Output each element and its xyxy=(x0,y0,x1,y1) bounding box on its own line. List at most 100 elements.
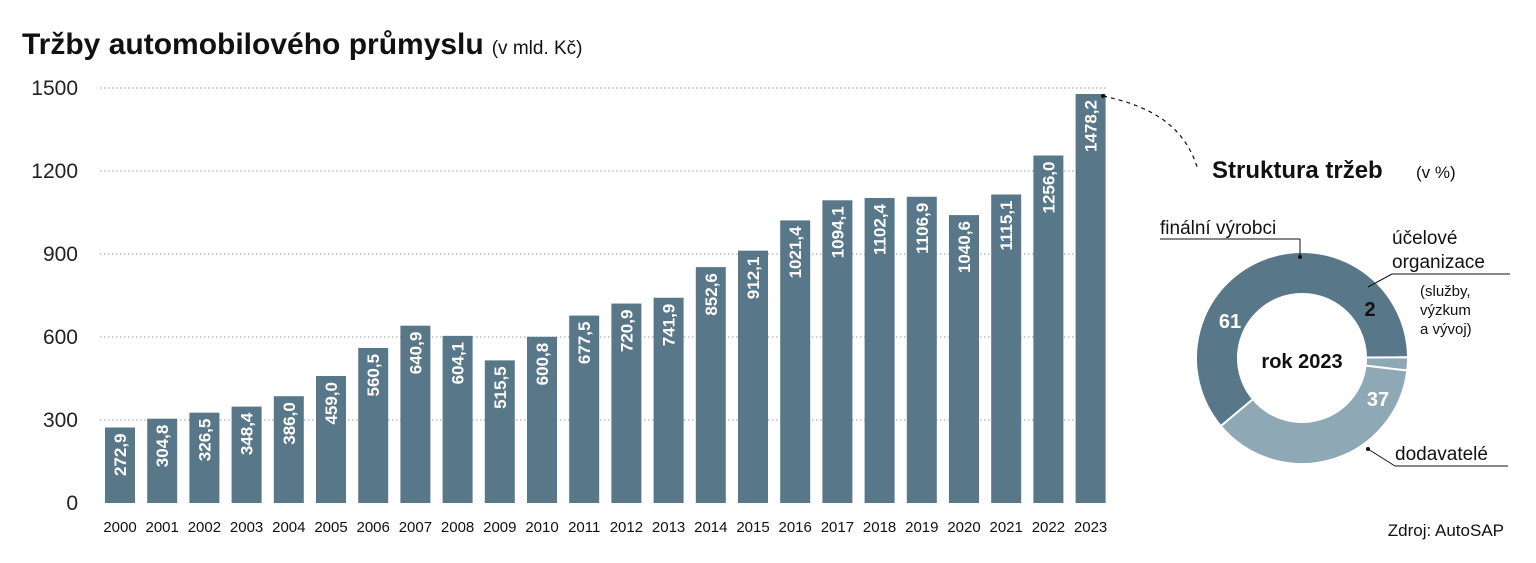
bar-value-label: 304,8 xyxy=(153,425,172,468)
slice-note-1: (služby, xyxy=(1420,283,1471,300)
y-tick-label: 1500 xyxy=(31,77,78,100)
leader-dot-finalni xyxy=(1298,255,1302,259)
x-tick-label: 2007 xyxy=(399,519,432,536)
x-tick-label: 2001 xyxy=(146,519,179,536)
bar-2005 xyxy=(316,376,346,503)
bar-value-label: 741,9 xyxy=(660,304,679,347)
slice-value-61: 61 xyxy=(1219,311,1241,333)
x-tick-label: 2017 xyxy=(821,519,854,536)
x-tick-label: 2003 xyxy=(230,519,263,536)
x-tick-label: 2013 xyxy=(652,519,685,536)
x-tick-label: 2023 xyxy=(1074,519,1107,536)
bar-2007 xyxy=(400,325,431,503)
bar-2006 xyxy=(358,347,389,503)
x-tick-label: 2000 xyxy=(103,519,136,536)
y-axis-ticks: 0 300 600 900 1200 1500 xyxy=(31,77,78,515)
x-tick-label: 2004 xyxy=(272,519,305,536)
leader-line xyxy=(1102,95,1199,171)
bar-2009 xyxy=(484,360,515,503)
x-tick-label: 2008 xyxy=(441,519,474,536)
bar-value-label: 640,9 xyxy=(406,332,425,375)
chart-title: Tržby automobilového průmyslu xyxy=(22,28,484,61)
bar-2019 xyxy=(906,196,937,503)
bar-2023 xyxy=(1075,94,1106,503)
bar-2001 xyxy=(147,418,178,503)
bar-value-label: 1102,4 xyxy=(871,203,890,255)
bar-2016 xyxy=(780,220,811,504)
x-tick-label: 2012 xyxy=(610,519,643,536)
bar-value-label: 1040,6 xyxy=(955,221,974,273)
slice-value-37: 37 xyxy=(1367,389,1389,411)
bar-2020 xyxy=(949,215,979,504)
x-tick-label: 2021 xyxy=(990,519,1023,536)
slice-label-ucelove-2: organizace xyxy=(1392,252,1485,273)
y-tick-label: 300 xyxy=(43,409,78,432)
donut-center-label: rok 2023 xyxy=(1261,351,1342,373)
x-tick-label: 2002 xyxy=(188,519,221,536)
slice-note-3: a vývoj) xyxy=(1420,321,1472,338)
leader-dot-dodavatele xyxy=(1366,447,1370,451)
bar-value-label: 604,1 xyxy=(449,342,468,385)
bar-2013 xyxy=(653,297,684,503)
x-axis-ticks: 2000 2001 2002 2003 2004 2005 2006 2007 2008 2009… xyxy=(103,519,1107,536)
leader-ucelove xyxy=(1367,273,1393,288)
pie-title-unit: (v %) xyxy=(1416,163,1456,182)
bar-value-label: 677,5 xyxy=(575,322,594,365)
bar-2017 xyxy=(822,200,853,503)
bar-value-label: 1115,1 xyxy=(997,200,1016,250)
chart-title-unit: (v mld. Kč) xyxy=(492,38,583,59)
x-tick-label: 2011 xyxy=(568,519,600,536)
bar-value-label: 1256,0 xyxy=(1039,162,1058,214)
bar-value-label: 272,9 xyxy=(111,433,130,476)
bar-value-label: 600,8 xyxy=(533,343,552,386)
x-tick-label: 2022 xyxy=(1032,519,1065,536)
bar-value-label: 1021,4 xyxy=(786,226,805,279)
bar-value-label: 720,9 xyxy=(617,310,636,353)
bar-2015 xyxy=(738,250,768,503)
bar-value-label: 1478,2 xyxy=(1082,100,1101,152)
x-tick-label: 2019 xyxy=(905,519,938,536)
bar-2022 xyxy=(1033,155,1064,504)
bar-2021 xyxy=(991,194,1022,503)
leader-dot xyxy=(1101,94,1105,98)
x-tick-label: 2014 xyxy=(694,519,727,536)
slice-label-ucelove-1: účelové xyxy=(1392,228,1458,249)
bar-2012 xyxy=(611,303,642,503)
x-tick-label: 2018 xyxy=(863,519,896,536)
x-tick-label: 2020 xyxy=(947,519,980,536)
bar-2010 xyxy=(527,336,557,503)
bar-2008 xyxy=(442,335,473,503)
bar-value-label: 912,1 xyxy=(744,257,763,300)
x-tick-label: 2009 xyxy=(483,519,516,536)
y-tick-label: 0 xyxy=(66,492,78,515)
slice-label-dodavatele: dodavatelé xyxy=(1395,444,1488,465)
bar-2011 xyxy=(569,315,600,503)
source-note: Zdroj: AutoSAP xyxy=(1388,521,1504,540)
donut xyxy=(1195,251,1410,465)
bar-value-label: 852,6 xyxy=(702,273,721,316)
x-tick-label: 2005 xyxy=(314,519,347,536)
bar-2003 xyxy=(231,406,262,503)
bar-value-label: 386,0 xyxy=(280,402,299,445)
pie-title: Struktura tržeb xyxy=(1212,157,1383,184)
y-tick-label: 600 xyxy=(43,326,78,349)
bars: 272,9 304,8 326,5 348,4 386,0 459,0 560,5 640,9… xyxy=(105,94,1106,504)
slice-label-finalni-vyrobci: finální výrobci xyxy=(1160,218,1276,239)
donut-slice-1 xyxy=(1195,251,1410,428)
x-tick-label: 2015 xyxy=(736,519,769,536)
grid-lines xyxy=(100,87,1108,421)
y-tick-label: 900 xyxy=(43,243,78,266)
slice-value-2: 2 xyxy=(1364,299,1375,321)
bar-2018 xyxy=(864,198,895,503)
bar-value-label: 560,5 xyxy=(364,354,383,397)
bar-value-label: 348,4 xyxy=(238,412,257,455)
bar-value-label: 459,0 xyxy=(322,382,341,425)
bar-value-label: 1106,9 xyxy=(913,203,932,254)
bar-2004 xyxy=(273,396,304,503)
y-tick-label: 1200 xyxy=(31,160,78,183)
slice-note-2: výzkum xyxy=(1420,302,1471,319)
bar-value-label: 326,5 xyxy=(195,419,214,462)
bar-2014 xyxy=(695,267,726,503)
leader-dodavatele xyxy=(1367,448,1396,467)
